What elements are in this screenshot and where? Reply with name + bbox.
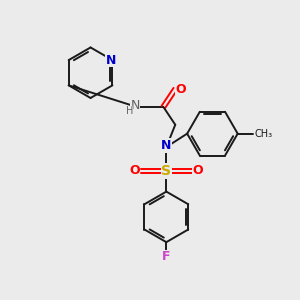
Text: O: O — [175, 82, 186, 96]
Text: O: O — [129, 164, 140, 177]
Text: N: N — [106, 54, 116, 67]
Text: O: O — [193, 164, 203, 177]
Text: CH₃: CH₃ — [254, 129, 272, 139]
Text: S: S — [161, 164, 171, 178]
Text: N: N — [161, 139, 172, 152]
Text: F: F — [162, 250, 171, 263]
Text: N: N — [130, 99, 140, 112]
Text: H: H — [125, 106, 133, 116]
